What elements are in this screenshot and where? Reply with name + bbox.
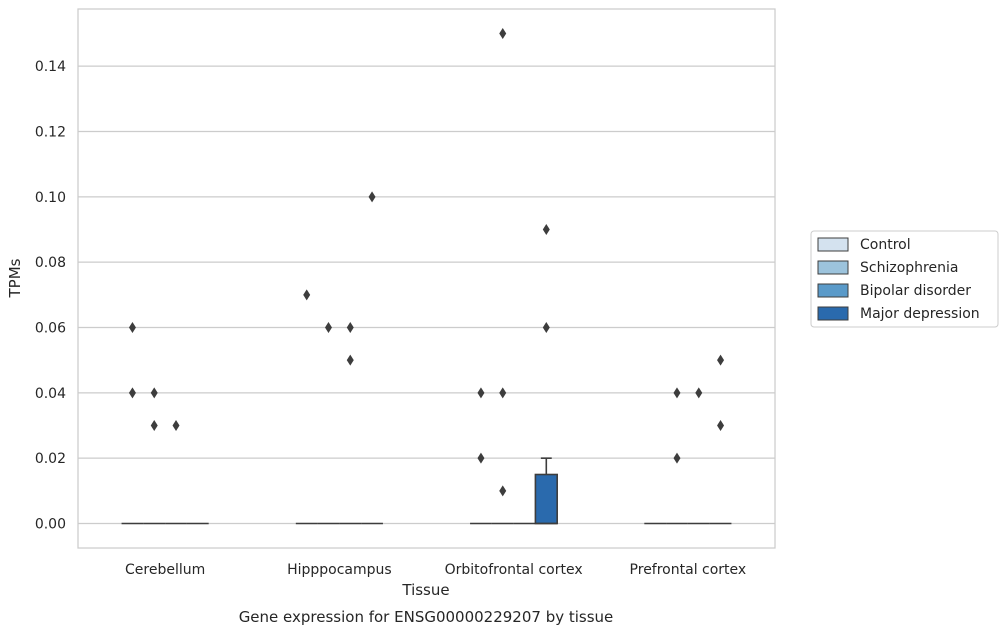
legend-swatch <box>817 306 849 321</box>
y-tick-label: 0.06 <box>35 321 66 337</box>
legend-swatch <box>817 283 849 298</box>
x-tick-label: Hipppocampus <box>287 562 392 578</box>
x-tick-label: Cerebellum <box>125 562 205 578</box>
y-tick-label: 0.10 <box>35 190 66 206</box>
chart-caption: Gene expression for ENSG00000229207 by t… <box>239 608 614 626</box>
box-series <box>121 457 732 525</box>
x-axis-ticks: Cerebellum Hipppocampus Orbitofrontal cort… <box>125 562 746 578</box>
outlier-point <box>717 354 725 366</box>
outlier-point <box>346 322 354 333</box>
plot-frame <box>77 8 776 549</box>
outlier-point <box>717 420 725 431</box>
outlier-point <box>172 420 180 431</box>
y-tick-label: 0.04 <box>35 386 66 402</box>
gridlines <box>78 65 775 525</box>
outlier-point <box>695 387 703 399</box>
outlier-point <box>128 387 136 399</box>
outlier-point <box>477 452 485 464</box>
legend-label: Control <box>860 237 911 253</box>
legend-label: Major depression <box>860 306 980 322</box>
y-tick-label: 0.00 <box>35 517 66 533</box>
outlier-point <box>673 452 681 464</box>
outlier-point <box>542 322 550 333</box>
y-tick-label: 0.14 <box>35 59 66 75</box>
x-axis-label: Tissue <box>401 581 449 599</box>
y-axis-label: TPMs <box>6 258 24 298</box>
outlier-point <box>303 289 311 301</box>
legend-swatch <box>817 260 849 275</box>
outlier-point <box>542 224 550 235</box>
outlier-point <box>499 387 507 399</box>
outlier-point <box>368 191 376 203</box>
y-axis-ticks: 0.00 0.02 0.04 0.06 0.08 0.10 0.12 0.14 <box>35 59 66 532</box>
outlier-point <box>150 420 158 431</box>
outlier-point <box>346 354 354 366</box>
outlier-point <box>150 387 158 399</box>
outlier-point <box>499 485 507 497</box>
outlier-point <box>477 387 485 399</box>
legend: Control Schizophrenia Bipolar disorder Majo… <box>810 230 999 328</box>
outlier-point <box>673 387 681 399</box>
legend-label: Schizophrenia <box>860 260 958 276</box>
outlier-point <box>499 28 507 39</box>
legend-swatch <box>817 237 849 252</box>
y-tick-label: 0.08 <box>35 255 66 271</box>
x-tick-label: Orbitofrontal cortex <box>445 562 583 578</box>
y-tick-label: 0.12 <box>35 125 66 141</box>
outlier-points <box>128 28 725 497</box>
y-tick-label: 0.02 <box>35 451 66 467</box>
legend-frame <box>810 230 999 328</box>
x-tick-label: Prefrontal cortex <box>630 562 747 578</box>
legend-label: Bipolar disorder <box>860 283 971 299</box>
box-body <box>534 473 558 525</box>
outlier-point <box>324 322 332 333</box>
outlier-point <box>128 322 136 333</box>
